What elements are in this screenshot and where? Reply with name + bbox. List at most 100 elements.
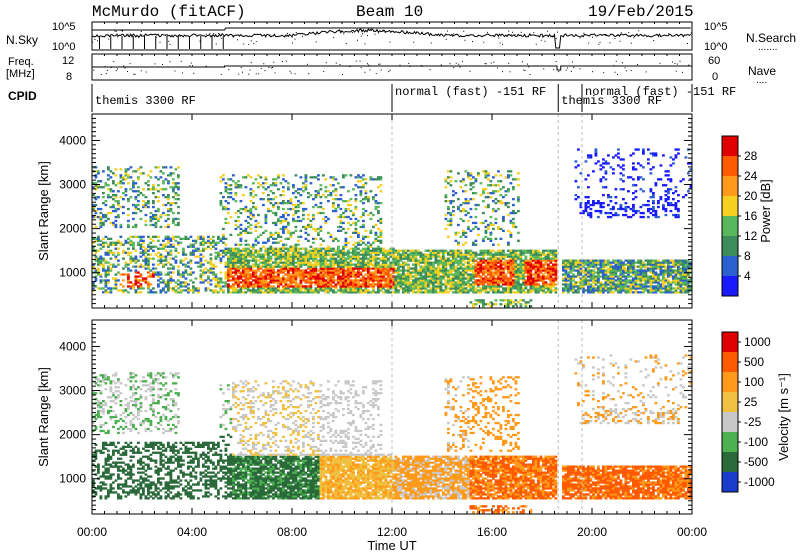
heatmap-cell — [207, 287, 210, 290]
heatmap-cell — [479, 182, 483, 185]
heatmap-cell — [357, 265, 360, 268]
heatmap-cell — [472, 198, 475, 201]
heatmap-cell — [314, 263, 318, 266]
heatmap-cell — [252, 259, 255, 262]
heatmap-cell — [249, 245, 253, 248]
heatmap-cell — [312, 269, 315, 272]
heatmap-cell — [537, 291, 540, 294]
heatmap-cell — [454, 265, 458, 268]
heatmap-cell — [304, 279, 308, 282]
heatmap-cell — [604, 186, 608, 189]
heatmap-cell — [329, 267, 333, 270]
heatmap-cell — [364, 243, 368, 246]
heatmap-cell — [619, 289, 623, 292]
heatmap-cell — [92, 281, 95, 284]
heatmap-cell — [609, 287, 613, 290]
heatmap-cell — [162, 188, 165, 191]
heatmap-cell — [134, 182, 138, 185]
heatmap-cell — [237, 215, 240, 219]
heatmap-cell — [237, 184, 240, 187]
heatmap-cell — [379, 281, 383, 284]
heatmap-cell — [272, 241, 275, 244]
heatmap-cell — [177, 174, 180, 177]
heatmap-cell — [482, 257, 485, 260]
heatmap-cell — [617, 291, 620, 294]
heatmap-cell — [494, 269, 498, 272]
heatmap-cell — [102, 221, 105, 225]
heatmap-cell — [312, 217, 315, 221]
heatmap-cell — [147, 174, 150, 177]
heatmap-cell — [509, 182, 513, 185]
heatmap-cell — [152, 205, 155, 209]
heatmap-cell — [224, 285, 228, 288]
heatmap-cell — [594, 275, 598, 278]
heatmap-cell — [412, 279, 415, 282]
heatmap-cell — [434, 261, 438, 264]
heatmap-cell — [422, 275, 425, 278]
heatmap-cell — [389, 273, 393, 276]
heatmap-cell — [504, 267, 508, 270]
heatmap-cell — [577, 287, 580, 290]
heatmap-cell — [312, 247, 315, 250]
heatmap-cell — [417, 273, 420, 276]
heatmap-cell — [424, 257, 428, 260]
heatmap-cell — [444, 285, 448, 288]
heatmap-cell — [104, 251, 108, 254]
heatmap-cell — [457, 255, 460, 258]
heatmap-cell — [332, 261, 335, 264]
heatmap-cell — [299, 265, 303, 268]
heatmap-cell — [382, 247, 385, 250]
heatmap-cell — [507, 205, 510, 209]
heatmap-cell — [134, 259, 138, 262]
heatmap-cell — [507, 277, 510, 280]
heatmap-cell — [509, 279, 513, 282]
heatmap-cell — [434, 257, 438, 260]
heatmap-cell — [482, 261, 485, 264]
heatmap-cell — [539, 251, 543, 254]
heatmap-cell — [382, 261, 385, 264]
heatmap-cell — [334, 188, 338, 191]
heatmap-cell — [597, 289, 600, 292]
heatmap-cell — [429, 289, 433, 292]
heatmap-cell — [244, 255, 248, 258]
heatmap-cell — [279, 283, 283, 286]
heatmap-cell — [432, 275, 435, 278]
heatmap-cell — [607, 215, 610, 219]
heatmap-cell — [349, 251, 353, 254]
heatmap-cell — [567, 271, 570, 274]
heatmap-cell — [267, 198, 270, 201]
heatmap-cell — [307, 213, 310, 217]
heatmap-cell — [172, 190, 175, 193]
heatmap-cell — [447, 281, 450, 284]
heatmap-cell — [482, 190, 485, 193]
heatmap-cell — [282, 263, 285, 266]
heatmap-cell — [139, 239, 143, 242]
heatmap-cell — [102, 241, 105, 244]
heatmap-cell — [597, 261, 600, 264]
heatmap-cell — [352, 289, 355, 292]
heatmap-cell — [147, 243, 150, 246]
heatmap-cell — [209, 279, 213, 282]
heatmap-cell — [309, 279, 313, 282]
heatmap-cell — [562, 259, 565, 262]
heatmap-cell — [547, 271, 550, 274]
heatmap-cell — [447, 263, 450, 266]
heatmap-cell — [162, 239, 165, 242]
heatmap-cell — [492, 223, 495, 227]
heatmap-cell — [297, 257, 300, 260]
heatmap-cell — [99, 215, 103, 219]
heatmap-cell — [499, 271, 503, 274]
heatmap-cell — [182, 285, 185, 288]
heatmap-cell — [389, 269, 393, 272]
heatmap-cell — [262, 203, 265, 207]
heatmap-cell — [282, 291, 285, 294]
heatmap-cell — [534, 271, 538, 274]
heatmap-cell — [519, 287, 523, 290]
heatmap-cell — [159, 188, 163, 191]
heatmap-cell — [517, 263, 520, 266]
heatmap-cell — [624, 279, 628, 282]
heatmap-cell — [262, 279, 265, 282]
heatmap-cell — [192, 285, 195, 288]
heatmap-cell — [294, 211, 298, 215]
heatmap-cell — [482, 279, 485, 282]
